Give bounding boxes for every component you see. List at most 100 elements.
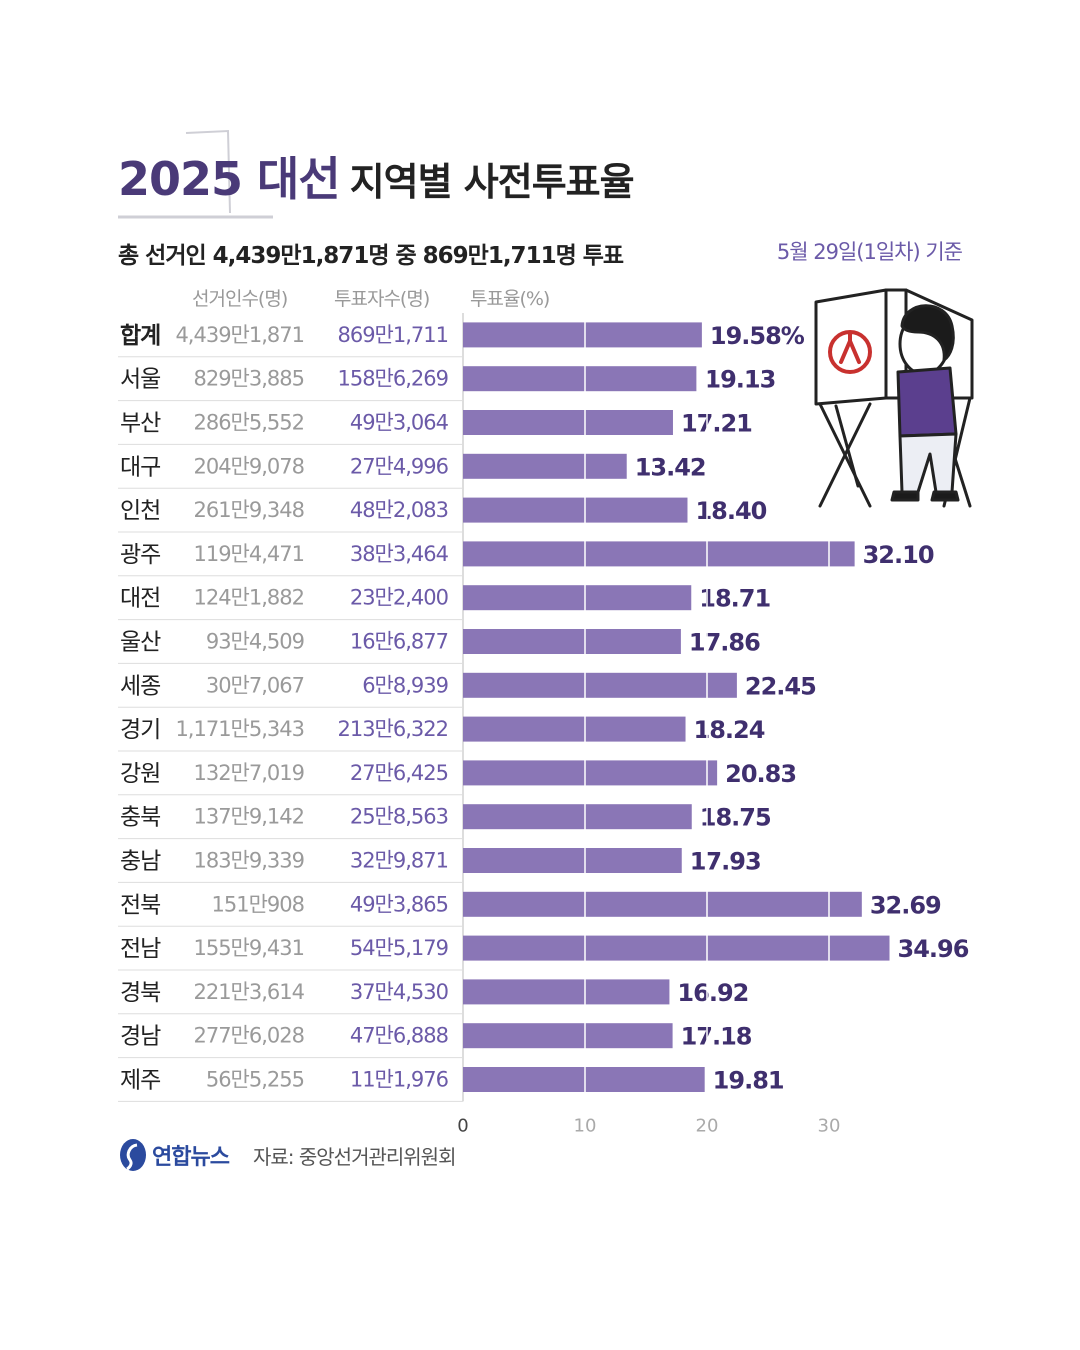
bar-value-label: 18.24 (694, 716, 765, 744)
region-label: 전북 (120, 892, 160, 918)
voters-count: 54만5,179 (350, 936, 448, 960)
region-label: 충남 (120, 849, 161, 875)
ballot-paper-decoration (118, 129, 273, 219)
data-source: 자료: 중앙선거관리위원회 (252, 1144, 456, 1169)
bar-경북 (463, 979, 670, 1005)
electors-count: 56만5,255 (206, 1068, 304, 1092)
electors-count: 221만3,614 (193, 980, 304, 1004)
electors-count: 1,171만5,343 (175, 717, 304, 741)
bar-인천 (463, 497, 688, 523)
bar-value-label: 18.40 (695, 497, 766, 525)
electors-count: 277만6,028 (193, 1024, 304, 1048)
yonhap-logo-icon (120, 1139, 146, 1171)
electors-count: 261만9,348 (193, 498, 304, 522)
voters-count: 38만3,464 (350, 542, 449, 566)
column-header-rate: 투표율(%) (470, 288, 550, 310)
yonhap-logo-text: 연합뉴스 (152, 1145, 230, 1170)
electors-count: 30만7,067 (206, 673, 304, 697)
bar-광주 (463, 541, 855, 567)
electors-count: 155만9,431 (193, 936, 304, 960)
bar-value-label: 20.83 (725, 760, 796, 788)
column-header-electors: 선거인수(명) (192, 288, 288, 310)
bar-강원 (463, 760, 718, 786)
electors-count: 93만4,509 (206, 630, 304, 654)
bar-value-label: 13.42 (635, 453, 706, 481)
bar-경남 (463, 1023, 673, 1049)
title-main: 지역별 사전투표율 (349, 160, 635, 204)
electors-count: 137만9,142 (193, 805, 304, 829)
bar-제주 (463, 1067, 705, 1092)
bar-value-label: 17.21 (681, 410, 752, 438)
voters-count: 49만3,865 (350, 892, 448, 916)
region-label: 강원 (120, 761, 160, 787)
voters-count: 48만2,083 (350, 498, 448, 522)
region-label: 제주 (120, 1068, 160, 1094)
bar-value-label: 16.92 (677, 979, 748, 1007)
voters-count: 213만6,322 (337, 717, 448, 741)
voters-count: 32만9,871 (350, 849, 448, 873)
region-label: 인천 (120, 498, 160, 524)
bar-value-label: 32.10 (863, 541, 934, 569)
voters-count: 869만1,711 (337, 323, 448, 347)
page-title: 2025 대선 지역별 사전투표율 (118, 143, 635, 209)
column-header-voters: 투표자수(명) (334, 288, 430, 310)
region-label: 서울 (120, 367, 160, 393)
region-label: 대전 (120, 586, 160, 612)
voters-count: 27만4,996 (350, 454, 449, 478)
region-label: 합계 (120, 323, 160, 349)
bar-전북 (463, 891, 862, 917)
bar-value-label: 18.71 (699, 585, 770, 613)
bar-대구 (463, 453, 627, 479)
voters-count: 27만6,425 (350, 761, 448, 785)
x-tick-label: 30 (818, 1115, 841, 1136)
bar-경기 (463, 716, 686, 742)
electors-count: 183만9,339 (193, 849, 304, 873)
bar-충남 (463, 848, 682, 873)
x-tick-label: 20 (696, 1115, 719, 1136)
date-basis: 5월 29일(1일차) 기준 (776, 240, 963, 264)
electors-count: 4,439만1,871 (175, 323, 304, 347)
bar-울산 (463, 629, 681, 654)
region-label: 광주 (120, 542, 160, 568)
bar-value-label: 18.75 (700, 804, 771, 832)
voters-count: 23만2,400 (350, 586, 448, 610)
bar-합계 (463, 322, 702, 348)
voters-count: 49만3,064 (350, 411, 449, 435)
x-tick-label: 0 (457, 1115, 468, 1136)
footer: 연합뉴스 자료: 중앙선거관리위원회 (118, 1138, 456, 1172)
voters-count: 47만6,888 (350, 1024, 448, 1048)
bar-서울 (463, 366, 697, 392)
region-label: 울산 (120, 630, 161, 656)
bar-value-label: 19.58% (710, 322, 805, 350)
voters-count: 158만6,269 (337, 367, 448, 391)
bar-전남 (463, 935, 890, 961)
voters-count: 25만8,563 (350, 805, 448, 829)
region-label: 대구 (120, 454, 160, 480)
electors-count: 119만4,471 (193, 542, 304, 566)
bar-value-label: 19.13 (704, 366, 775, 394)
voters-count: 11만1,976 (350, 1068, 449, 1092)
electors-count: 124만1,882 (193, 586, 304, 610)
electors-count: 204만9,078 (193, 454, 304, 478)
region-label: 경북 (120, 980, 160, 1006)
electors-count: 829만3,885 (193, 367, 304, 391)
bar-충북 (463, 804, 692, 830)
title-year: 2025 대선 (118, 152, 341, 206)
region-label: 경기 (120, 717, 160, 743)
bar-value-label: 22.45 (745, 672, 816, 700)
x-tick-label: 10 (574, 1115, 597, 1136)
bar-대전 (463, 585, 692, 611)
bar-value-label: 32.69 (870, 891, 941, 919)
bar-부산 (463, 410, 673, 435)
region-label: 세종 (120, 673, 160, 699)
voters-count: 16만6,877 (350, 630, 448, 654)
bar-value-label: 17.93 (690, 848, 761, 876)
region-label: 경남 (120, 1024, 161, 1050)
voters-count: 6만8,939 (362, 673, 448, 697)
voters-count: 37만4,530 (350, 980, 448, 1004)
bar-value-label: 19.81 (713, 1067, 784, 1095)
electors-count: 132만7,019 (193, 761, 304, 785)
bar-value-label: 17.18 (681, 1023, 752, 1051)
region-label: 충북 (120, 805, 160, 831)
